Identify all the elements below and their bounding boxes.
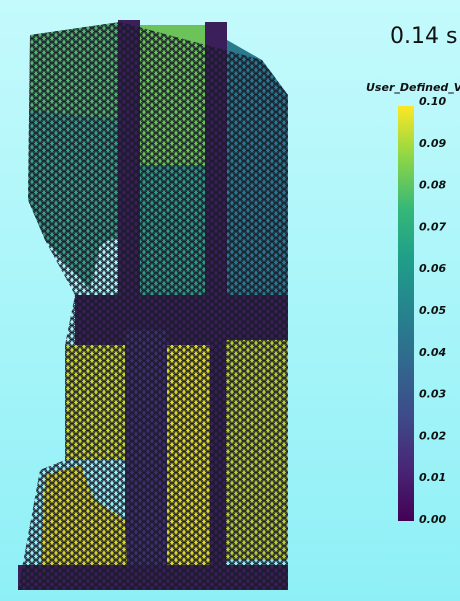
colorbar	[398, 106, 414, 521]
colorbar-tick-label: 0.00	[419, 513, 446, 526]
colorbar-tick-label: 0.04	[419, 346, 446, 359]
colorbar-tick-label: 0.09	[419, 137, 446, 150]
colorbar-ticks: 0.10 0.09 0.08 0.07 0.06 0.05 0.04 0.03 0.02 0.01…	[419, 95, 446, 526]
colorbar-tick-label: 0.01	[419, 471, 446, 484]
colorbar-title: User_Defined_Va	[366, 81, 460, 94]
colorbar-tick-label: 0.05	[419, 304, 446, 317]
colorbar-tick-label: 0.08	[419, 179, 446, 192]
time-label: 0.14 s	[390, 24, 457, 49]
particles	[18, 20, 288, 590]
colorbar-tick-label: 0.02	[419, 429, 446, 442]
colorbar-tick-label: 0.06	[419, 262, 446, 275]
colorbar-tick-label: 0.03	[419, 388, 446, 401]
colorbar-tick-label: 0.07	[419, 220, 446, 233]
colorbar-tick-label: 0.10	[419, 95, 446, 108]
